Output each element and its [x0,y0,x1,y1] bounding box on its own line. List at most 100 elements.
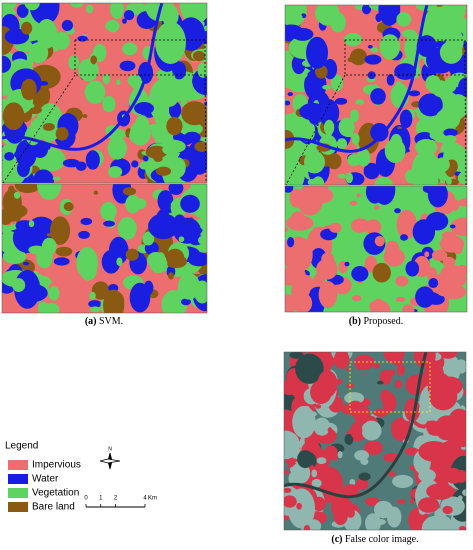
map-patch [457,495,463,501]
map-patch [178,236,185,243]
north-arrow-shape [99,458,121,464]
map-patch [374,176,393,185]
scale-unit: Km [148,496,157,502]
map-patch [329,222,342,233]
map-patch [12,223,42,253]
map-patch [174,199,181,206]
map-patch [356,193,361,198]
map-patch [107,136,127,160]
zoom-box [349,361,431,413]
map-patch [365,219,382,235]
map-patch [388,470,396,477]
map-patch [326,153,342,170]
map-patch [299,102,327,121]
map-patch [424,251,430,258]
map-patch [105,20,120,32]
caption: (c) False color image. [331,534,418,545]
map-patch [285,100,291,106]
map-patch [405,260,420,277]
map-patch [449,224,456,229]
map-patch [52,176,61,181]
map-patch [378,5,401,26]
map-patch [55,246,73,257]
map-patch [425,74,441,92]
map-patch [394,208,401,214]
map-patch [70,3,84,8]
map-patch [103,220,115,227]
map-patch [298,142,305,147]
map-patch [178,122,203,136]
map-patch [287,92,293,97]
map-patch [375,519,386,526]
map-patch [198,216,207,227]
map-patch [304,150,325,174]
map-patch [351,133,360,145]
map-patch [396,12,412,27]
map-patch [435,157,450,172]
map-patch [165,248,185,266]
map-patch [446,177,452,185]
overlay [2,39,467,413]
map-patch [396,364,405,376]
map-patch [365,497,380,507]
map-patch [28,104,35,108]
map-patch [284,495,297,508]
caption-tag: (a) [85,316,97,327]
map-patch [287,488,316,529]
map-patch [353,403,370,425]
map-patch [28,220,35,228]
map-patch [454,359,466,374]
map-patch [375,13,382,23]
map-patch [197,62,207,78]
map-patch [285,186,289,193]
caption: (a) SVM. [85,316,123,327]
map-patch [400,234,408,241]
map-patch [37,301,49,313]
caption-text: Proposed. [364,316,404,327]
map [1,183,208,314]
map-patch [344,261,350,267]
map-patch [181,101,207,126]
map-patch [122,18,127,24]
map-patch [374,298,383,304]
map-patch [445,467,462,484]
map-patch [438,352,458,359]
map-patch [327,427,333,433]
map-patch [29,42,49,64]
map-patch [426,422,434,433]
map-patch [313,417,331,436]
legend-title: Legend [5,441,38,452]
map-patch [415,138,438,156]
map-content [2,184,207,313]
map-patch [408,90,421,97]
map-patch [330,12,346,33]
map-patch [399,109,413,129]
map-patch [196,227,203,234]
map-patch [397,499,406,505]
map-patch [370,300,391,312]
map-patch [93,190,99,195]
map-patch [129,127,149,145]
map-patch [354,450,369,461]
map-patch [303,197,312,208]
map-patch [2,102,25,131]
map-patch [439,41,463,64]
map-patch [370,88,386,105]
map-patch [91,281,110,300]
map-patch [316,457,327,465]
map-patch [335,378,343,385]
map-patch [435,108,461,131]
map-patch [295,353,324,384]
map-patch [447,159,458,174]
map-patch [343,131,354,138]
map-patch [162,145,174,155]
map-patch [46,232,54,237]
map-patch [296,502,302,510]
map-patch [318,99,340,127]
map-patch [344,392,365,405]
map-patch [457,171,467,185]
map-patch [180,298,192,306]
map-patch [395,275,409,287]
map-patch [85,150,100,170]
scale-label: 4 [143,496,147,502]
